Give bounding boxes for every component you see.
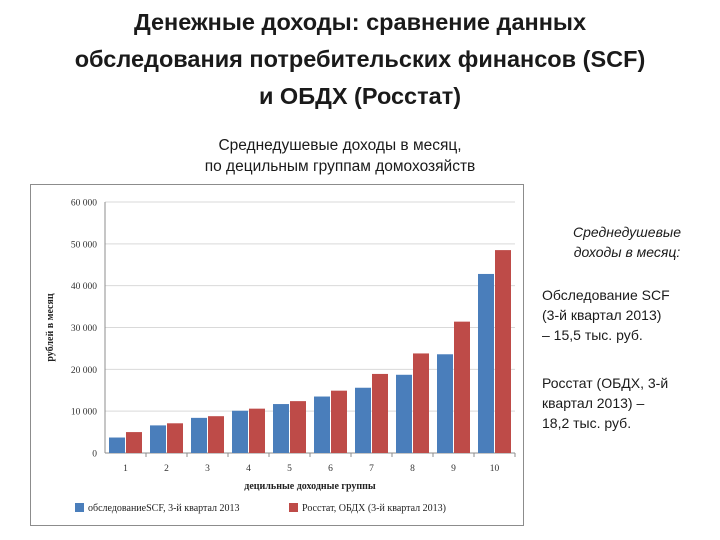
bar-rosstat — [208, 416, 224, 453]
y-tick-label: 10 000 — [71, 408, 97, 418]
y-tick-label: 40 000 — [71, 282, 97, 292]
x-tick-label: 3 — [205, 464, 210, 474]
sidebar-scf-line: Обследование SCF — [542, 287, 670, 303]
bar-scf — [478, 273, 494, 453]
y-tick-label: 0 — [92, 450, 97, 460]
sidebar-scf-line: (3-й квартал 2013) — [542, 307, 662, 323]
x-tick-label: 1 — [123, 464, 128, 474]
bar-rosstat — [249, 408, 265, 453]
bar-rosstat — [167, 423, 183, 453]
y-tick-label: 20 000 — [71, 366, 97, 376]
sidebar-scf-line: – 15,5 тыс. руб. — [542, 327, 643, 343]
sidebar-rosstat-line: квартал 2013) – — [542, 395, 645, 411]
y-axis-title: рублей в месяц — [45, 293, 56, 361]
x-tick-label: 7 — [369, 464, 374, 474]
bar-scf — [232, 410, 248, 453]
bar-rosstat — [454, 321, 470, 453]
sidebar-heading-line: Среднедушевые — [573, 224, 681, 240]
bar-rosstat — [331, 390, 347, 453]
legend-label-rosstat: Росстат, ОБДХ (3-й квартал 2013) — [302, 503, 446, 514]
bar-rosstat — [413, 353, 429, 453]
y-tick-label: 60 000 — [71, 199, 97, 209]
x-tick-label: 6 — [328, 464, 333, 474]
y-tick-label: 50 000 — [71, 240, 97, 250]
x-axis-title: децильные доходные группы — [244, 481, 376, 492]
bar-scf — [314, 396, 330, 453]
subtitle-line: по децильным группам домохозяйств — [204, 158, 476, 175]
bar-scf — [109, 437, 125, 453]
page-title: Денежные доходы: сравнение данных обслед… — [0, 4, 720, 115]
bar-rosstat — [495, 250, 511, 453]
bar-scf — [355, 387, 371, 453]
bar-rosstat — [372, 373, 388, 453]
legend-swatch-rosstat — [289, 503, 298, 512]
x-tick-label: 8 — [410, 464, 415, 474]
y-tick-label: 30 000 — [71, 324, 97, 334]
x-tick-label: 4 — [246, 464, 251, 474]
chart-frame: 0 10 000 20 000 30 000 40 000 50 000 60 000 1 2 3… — [30, 184, 524, 526]
bar-rosstat — [290, 401, 306, 453]
bar-scf — [191, 417, 207, 453]
bar-scf — [437, 354, 453, 453]
subtitle-line: Среднедушевые доходы в месяц, — [218, 137, 462, 154]
x-tick-label: 10 — [490, 464, 500, 474]
sidebar-scf-note: Обследование SCF (3-й квартал 2013) – 15… — [542, 285, 712, 345]
title-line: и ОБДХ (Росстат) — [258, 83, 462, 109]
x-tick-label: 5 — [287, 464, 292, 474]
bar-chart: 0 10 000 20 000 30 000 40 000 50 000 60 000 1 2 3… — [45, 199, 516, 514]
sidebar-heading: Среднедушевые доходы в месяц: — [542, 222, 712, 262]
bar-scf — [273, 404, 289, 453]
title-line: обследования потребительских финансов (S… — [74, 46, 646, 72]
sidebar-rosstat-note: Росстат (ОБДХ, 3-й квартал 2013) – 18,2 … — [542, 373, 712, 433]
x-tick-label: 9 — [451, 464, 456, 474]
bar-scf — [150, 425, 166, 453]
bar-rosstat — [126, 432, 142, 453]
x-tick-label: 2 — [164, 464, 169, 474]
title-line: Денежные доходы: сравнение данных — [133, 9, 587, 35]
legend-swatch-scf — [75, 503, 84, 512]
chart-subtitle: Среднедушевые доходы в месяц, по децильн… — [60, 135, 620, 177]
bar-scf — [396, 374, 412, 453]
sidebar-rosstat-line: Росстат (ОБДХ, 3-й — [542, 375, 669, 391]
sidebar-rosstat-line: 18,2 тыс. руб. — [542, 415, 632, 431]
legend-label-scf: обследованиеSCF, 3-й квартал 2013 — [88, 503, 240, 514]
sidebar-heading-line: доходы в месяц: — [573, 244, 681, 260]
